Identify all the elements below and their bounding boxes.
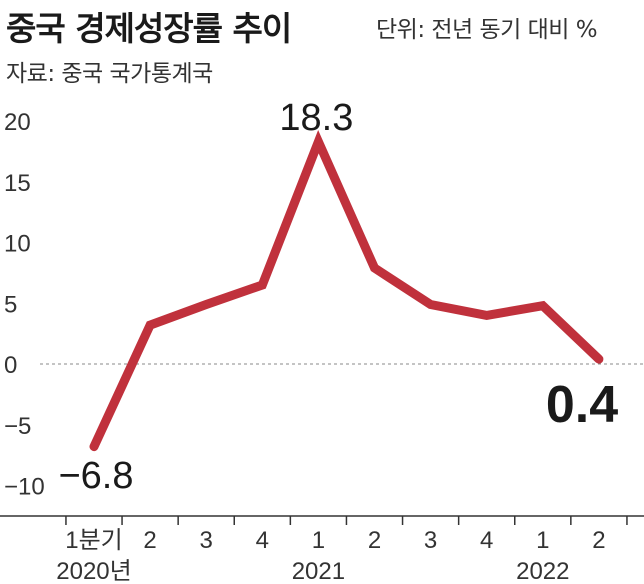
y-tick-label: 15 [4, 170, 31, 197]
y-tick-label: 10 [4, 231, 31, 258]
data-point [149, 324, 151, 326]
data-point [542, 305, 544, 307]
data-point [374, 267, 375, 269]
source-label: 자료: 중국 국가통계국 [6, 61, 213, 87]
y-tick-label: 5 [4, 291, 17, 318]
growth-rate-line [89, 130, 604, 452]
x-year-label: 2021 [292, 558, 345, 584]
data-label: −6.8 [58, 455, 133, 497]
unit-label: 단위: 전년 동기 대비 % [376, 17, 598, 43]
data-label: 18.3 [279, 97, 353, 139]
data-point [598, 358, 600, 360]
data-point [93, 446, 95, 448]
data-point [486, 314, 488, 316]
y-tick-label: 0 [4, 352, 17, 379]
x-tick-label: 1 [312, 527, 325, 554]
x-tick-label: 1 [536, 527, 549, 554]
x-tick-label: 4 [480, 527, 493, 554]
x-tick-label: 3 [424, 527, 437, 554]
x-year-label: 2022 [516, 558, 569, 584]
x-tick-label: 1분기 [65, 527, 123, 554]
data-label: 0.4 [546, 376, 618, 434]
y-tick-label: −10 [4, 474, 45, 501]
x-tick-label: 4 [256, 527, 269, 554]
y-tick-label: −5 [4, 413, 31, 440]
chart-title: 중국 경제성장률 추이 [6, 9, 292, 48]
data-point [205, 303, 207, 305]
x-tick-label: 2 [143, 527, 156, 554]
data-point [317, 141, 319, 143]
x-tick-label: 2 [592, 527, 605, 554]
x-tick-label: 2 [368, 527, 381, 554]
data-point [261, 284, 263, 286]
x-year-label: 2020년 [56, 558, 131, 584]
y-tick-label: 20 [4, 109, 31, 136]
data-point [430, 303, 432, 305]
x-tick-label: 3 [200, 527, 213, 554]
